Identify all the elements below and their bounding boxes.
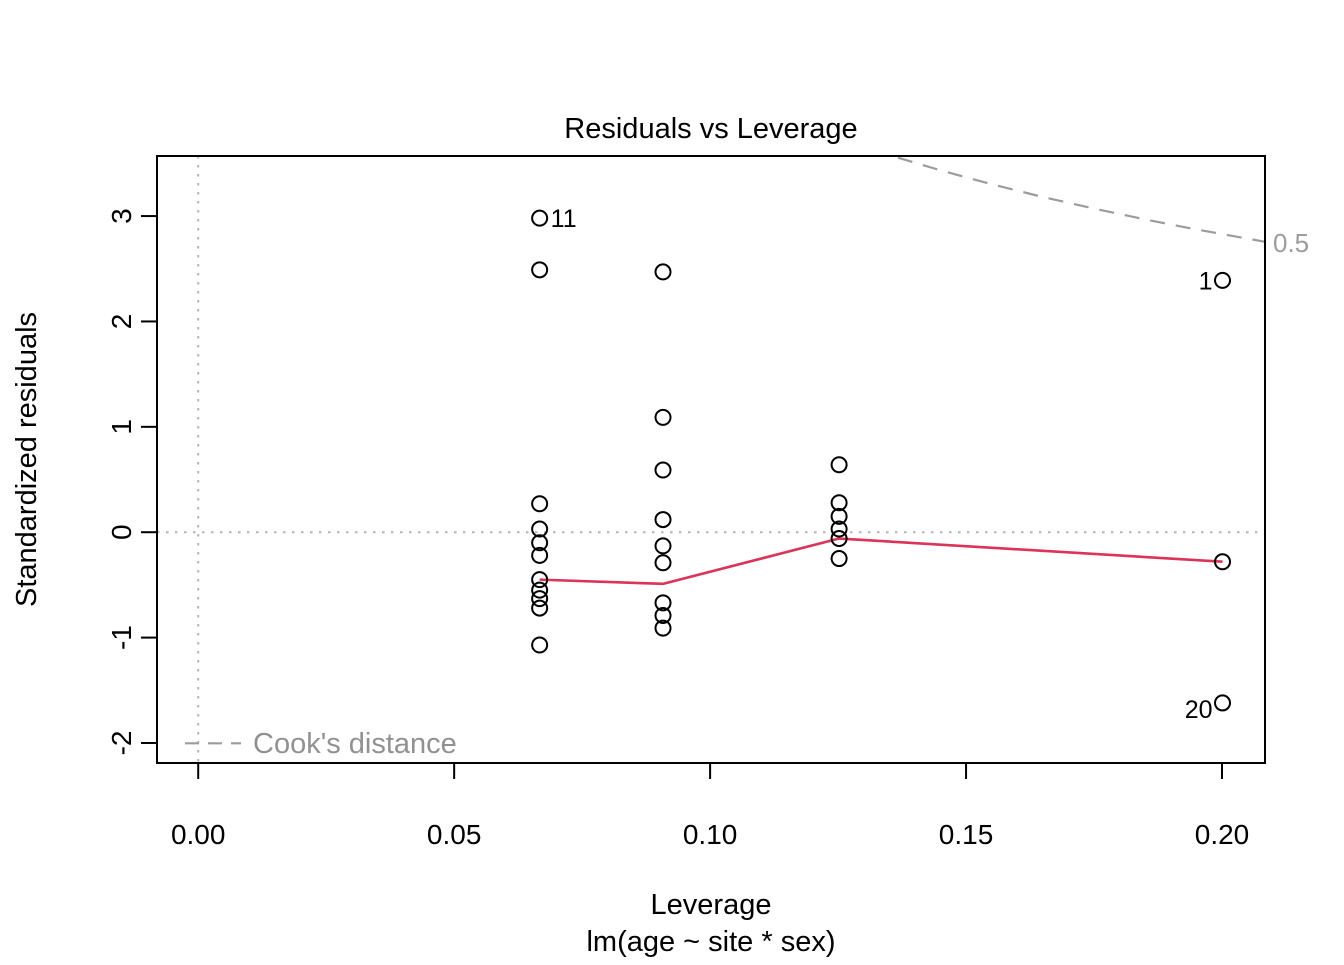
cooks-level-label: 0.5 — [1273, 228, 1309, 258]
y-tick-label: -1 — [106, 625, 137, 650]
reference-layer: 0.5 — [157, 156, 1309, 763]
smoother-line — [539, 537, 1223, 586]
data-point — [654, 594, 672, 612]
data-point — [531, 590, 549, 608]
data-point — [830, 550, 848, 568]
data-point — [1214, 271, 1232, 289]
data-point — [1214, 694, 1232, 712]
data-point — [654, 461, 672, 479]
y-tick-label: -2 — [106, 731, 137, 756]
cooks-distance-contour — [897, 156, 1266, 243]
plot-border-box — [156, 155, 1266, 764]
y-tick-label: 3 — [106, 208, 137, 224]
data-point — [830, 520, 848, 538]
data-point — [654, 537, 672, 555]
data-point — [531, 261, 549, 279]
data-point — [654, 606, 672, 624]
y-tick-label: 0 — [106, 524, 137, 540]
data-point — [830, 456, 848, 474]
data-point — [531, 209, 549, 227]
data-point — [654, 263, 672, 281]
y-tick-label: 1 — [106, 419, 137, 435]
data-point — [654, 408, 672, 426]
data-point — [531, 599, 549, 617]
x-tick-label: 0.20 — [1195, 819, 1250, 850]
point-label: 20 — [1185, 696, 1213, 724]
point-label: 1 — [1199, 267, 1213, 295]
x-tick-label: 0.00 — [171, 819, 226, 850]
data-point — [830, 494, 848, 512]
x-tick-label: 0.05 — [427, 819, 482, 850]
plot-title: Residuals vs Leverage — [564, 113, 857, 145]
data-point — [531, 520, 549, 538]
y-axis-label: Standardized residuals — [11, 312, 43, 607]
x-tick-label: 0.10 — [683, 819, 738, 850]
data-point — [654, 511, 672, 529]
x-axis-label: Leverage — [651, 889, 772, 921]
axes-layer: 0.00 0.05 0.10 0.15 0.20 -2 -1 0 1 2 3 — [106, 208, 1249, 850]
data-point — [654, 619, 672, 637]
data-point — [830, 507, 848, 525]
data-point — [531, 495, 549, 513]
data-point — [1214, 553, 1232, 571]
data-point — [531, 571, 549, 589]
point-label: 11 — [551, 205, 577, 233]
data-point — [531, 581, 549, 599]
y-tick-label: 2 — [106, 314, 137, 330]
x-axis-sublabel: lm(age ~ site * sex) — [586, 926, 835, 958]
x-tick-label: 0.15 — [939, 819, 994, 850]
data-point — [830, 530, 848, 548]
data-point — [531, 636, 549, 654]
data-point — [531, 546, 549, 564]
cooks-distance-legend: Cook's distance — [185, 728, 457, 760]
data-point — [654, 554, 672, 572]
data-point — [531, 534, 549, 552]
cooks-distance-legend-label: Cook's distance — [253, 728, 457, 760]
